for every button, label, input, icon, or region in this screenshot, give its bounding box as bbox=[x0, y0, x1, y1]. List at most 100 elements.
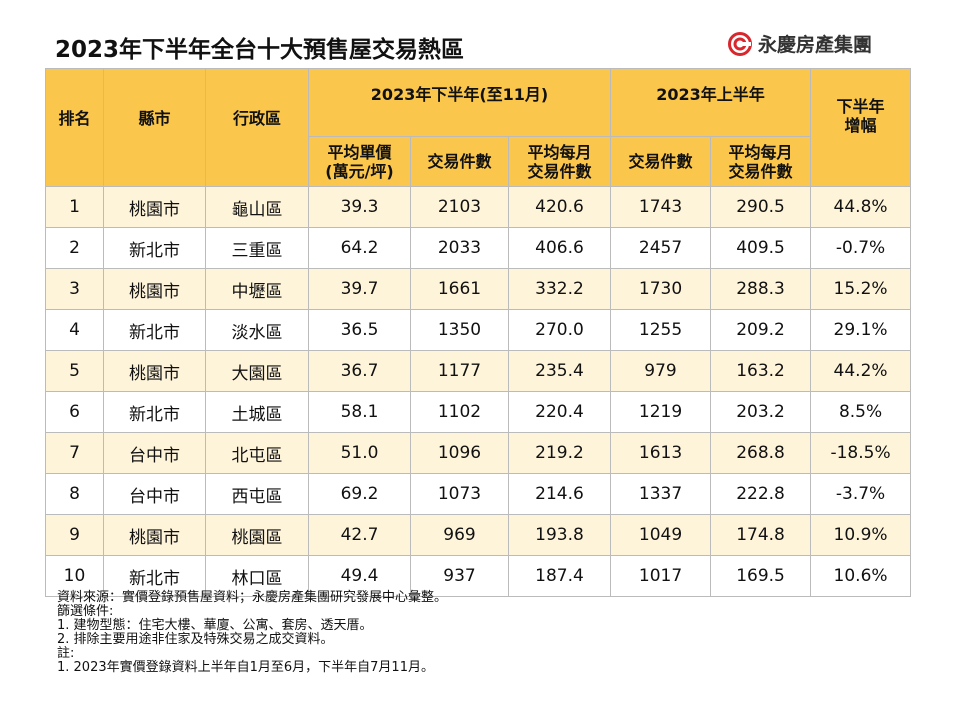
table-cell: 406.6 bbox=[507, 227, 612, 269]
table-cell: 420.6 bbox=[507, 186, 612, 228]
data-table: 排名 縣市 行政區 2023年下半年(至11月) 2023年上半年 下半年 增幅 … bbox=[45, 68, 912, 597]
footnotes: 資料來源：實價登錄預售屋資料；永慶房產集團研究發展中心彙整。 篩選條件: 1. 建物… bbox=[57, 591, 447, 675]
table-row: 5 桃園市 大園區 36.7 1177 235.4 979 163.2 44.2% bbox=[45, 350, 912, 392]
header-line: 交易件數 bbox=[427, 152, 492, 171]
table-cell: 桃園市 bbox=[103, 514, 206, 556]
footnote-line: 1. 建物型態：住宅大樓、華廈、公寓、套房、透天厝。 bbox=[57, 618, 373, 633]
header-cell: 交易件數 bbox=[610, 136, 712, 187]
table-cell: 1 bbox=[45, 186, 104, 228]
table-cell: 203.2 bbox=[710, 391, 812, 433]
table-cell: 187.4 bbox=[507, 555, 612, 597]
table-cell: 1049 bbox=[610, 514, 712, 556]
table-cell: 7 bbox=[45, 432, 104, 474]
table-cell: 桃園市 bbox=[103, 350, 206, 392]
table-cell: 2033 bbox=[410, 227, 509, 269]
table-cell: 220.4 bbox=[507, 391, 612, 433]
table-cell: 8.5% bbox=[810, 391, 912, 433]
table-cell: 4 bbox=[45, 309, 104, 351]
table-row: 4 新北市 淡水區 36.5 1350 270.0 1255 209.2 29.1% bbox=[45, 309, 912, 351]
table-cell: 10.6% bbox=[810, 555, 912, 597]
table-cell: 10 bbox=[45, 555, 104, 597]
table-cell: 270.0 bbox=[507, 309, 612, 351]
table-cell: 9 bbox=[45, 514, 104, 556]
table-cell: 1730 bbox=[610, 268, 712, 310]
table-cell: 219.2 bbox=[507, 432, 612, 474]
table-cell: 51.0 bbox=[308, 432, 411, 474]
table-cell: 桃園市 bbox=[103, 268, 206, 310]
table-row: 1 桃園市 龜山區 39.3 2103 420.6 1743 290.5 44.8% bbox=[45, 186, 912, 228]
brand: 永慶房產集團 bbox=[758, 34, 873, 56]
footnote-line: 1. 2023年實價登錄資料上半年自1月至6月，下半年自7月11月。 bbox=[57, 660, 434, 675]
footnote-line: 資料來源：實價登錄預售屋資料；永慶房產集團研究發展中心彙整。 bbox=[57, 590, 448, 605]
table-cell: 10.9% bbox=[810, 514, 912, 556]
table-row: 6 新北市 土城區 58.1 1102 220.4 1219 203.2 8.5% bbox=[45, 391, 912, 433]
table-cell: 1017 bbox=[610, 555, 712, 597]
table-cell: 土城區 bbox=[205, 391, 309, 433]
table-row: 3 桃園市 中壢區 39.7 1661 332.2 1730 288.3 15.2% bbox=[45, 268, 912, 310]
table-cell: 58.1 bbox=[308, 391, 411, 433]
table-cell: 36.5 bbox=[308, 309, 411, 351]
table-cell: 新北市 bbox=[103, 227, 206, 269]
table-cell: 3 bbox=[45, 268, 104, 310]
table-cell: 龜山區 bbox=[205, 186, 309, 228]
table-cell: 64.2 bbox=[308, 227, 411, 269]
table-cell: 174.8 bbox=[710, 514, 812, 556]
header-cell: 交易件數 bbox=[410, 136, 509, 187]
table-cell: 69.2 bbox=[308, 473, 411, 515]
table-cell: 2457 bbox=[610, 227, 712, 269]
table-cell: 1096 bbox=[410, 432, 509, 474]
table-cell: 169.5 bbox=[710, 555, 812, 597]
table-cell: 222.8 bbox=[710, 473, 812, 515]
table-cell: 8 bbox=[45, 473, 104, 515]
table-cell: 西屯區 bbox=[205, 473, 309, 515]
header-cell: 縣市 bbox=[103, 68, 206, 187]
table-cell: 1073 bbox=[410, 473, 509, 515]
table-cell: 969 bbox=[410, 514, 509, 556]
header-line: 平均單價 bbox=[327, 142, 392, 162]
header-cell: 2023年上半年 bbox=[610, 68, 812, 137]
table-cell: 桃園區 bbox=[205, 514, 309, 556]
footnote-line: 註: bbox=[57, 646, 75, 661]
logo: 永慶房產集團 bbox=[728, 30, 872, 57]
table-cell: 1661 bbox=[410, 268, 509, 310]
table-cell: 1743 bbox=[610, 186, 712, 228]
table-cell: 大園區 bbox=[205, 350, 309, 392]
table-cell: 台中市 bbox=[103, 432, 206, 474]
table-cell: 1177 bbox=[410, 350, 509, 392]
table-cell: 林口區 bbox=[205, 555, 309, 597]
header-cell: 平均每月 交易件數 bbox=[710, 136, 812, 187]
header-cell: 2023年下半年(至11月) bbox=[307, 68, 612, 137]
header-line: 交易件數 bbox=[628, 152, 693, 171]
title: 2023年下半年全台十大預售屋交易熱區 bbox=[55, 37, 465, 63]
table-cell: 979 bbox=[610, 350, 712, 392]
table-cell: 214.6 bbox=[507, 473, 612, 515]
table-cell: 15.2% bbox=[810, 268, 912, 310]
table-cell: 36.7 bbox=[308, 350, 411, 392]
table-cell: 235.4 bbox=[507, 350, 612, 392]
table-cell: 1337 bbox=[610, 473, 712, 515]
header-line: 下半年 bbox=[836, 97, 885, 116]
table-cell: 新北市 bbox=[103, 555, 206, 597]
header-line: 交易件數 bbox=[527, 161, 592, 181]
header-line: 平均每月 bbox=[527, 142, 592, 162]
table-cell: 288.3 bbox=[710, 268, 812, 310]
header-line: 交易件數 bbox=[728, 161, 793, 181]
table-cell: 台中市 bbox=[103, 473, 206, 515]
table-row: 10 新北市 林口區 49.4 937 187.4 1017 169.5 10.6% bbox=[45, 555, 912, 597]
table-cell: 44.8% bbox=[810, 186, 912, 228]
header-cell: 平均單價 (萬元/坪) bbox=[308, 136, 411, 187]
table-row: 7 台中市 北屯區 51.0 1096 219.2 1613 268.8 -18.5% bbox=[45, 432, 912, 474]
table-cell: 49.4 bbox=[308, 555, 411, 597]
table-row: 9 桃園市 桃園區 42.7 969 193.8 1049 174.8 10.9% bbox=[45, 514, 912, 556]
table-cell: 29.1% bbox=[810, 309, 912, 351]
table-cell: 42.7 bbox=[308, 514, 411, 556]
table-cell: 44.2% bbox=[810, 350, 912, 392]
table-cell: 193.8 bbox=[507, 514, 612, 556]
header-line: 增幅 bbox=[844, 116, 877, 135]
table-cell: 332.2 bbox=[507, 268, 612, 310]
header-cell: 平均每月 交易件數 bbox=[507, 136, 612, 187]
table-cell: 39.3 bbox=[308, 186, 411, 228]
table-cell: 2 bbox=[45, 227, 104, 269]
table-cell: -18.5% bbox=[810, 432, 912, 474]
